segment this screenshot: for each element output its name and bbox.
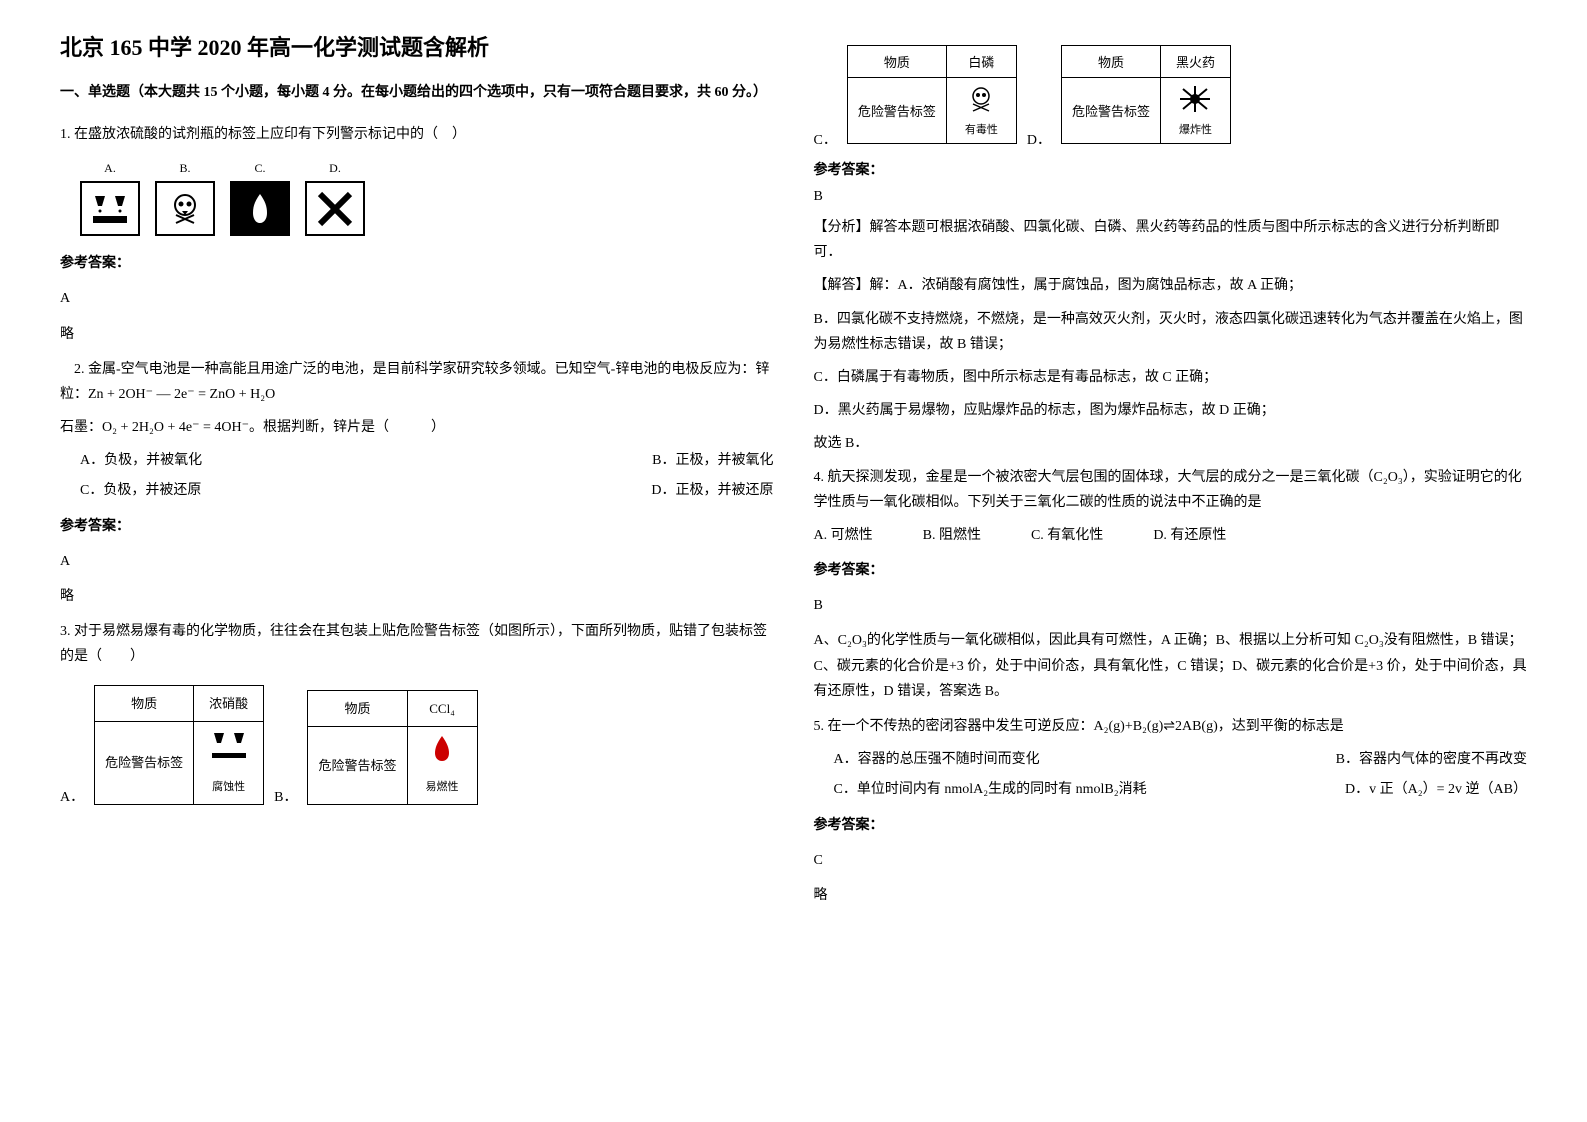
- q4-explanation: A、C₂O₃的化学性质与一氧化碳相似，因此具有可燃性，A 正确；B、根据以上分析…: [814, 628, 1528, 704]
- q5-note: 略: [814, 883, 1528, 908]
- q2-answer: A: [60, 549, 774, 574]
- q2-opt-c: C．负极，并被还原: [60, 483, 201, 498]
- q1-label-c: C.: [254, 158, 265, 180]
- q3-label-c: C．: [814, 129, 837, 149]
- skull-small-icon: 有毒性: [946, 78, 1016, 144]
- q5-opt-b: B．容器内气体的密度不再改变: [1336, 747, 1527, 772]
- b-label-text: 易燃性: [418, 778, 467, 798]
- q1-label-a: A.: [104, 158, 116, 180]
- cell-d-name: 黑火药: [1161, 46, 1231, 78]
- cell-a-name: 浓硝酸: [194, 685, 264, 721]
- q3-label-d: D．: [1027, 129, 1051, 149]
- section-intro: 一、单选题（本大题共 15 个小题，每小题 4 分。在每小题给出的四个选项中，只…: [60, 82, 774, 104]
- cell-substance: 物质: [95, 685, 194, 721]
- explosion-small-icon: 爆炸性: [1161, 78, 1231, 144]
- cell-c-name: 白磷: [946, 46, 1016, 78]
- q1-label-b: B.: [179, 158, 190, 180]
- flame-dark-icon: [230, 181, 290, 236]
- q5-answer: C: [814, 848, 1528, 873]
- q1-label-d: D.: [329, 158, 341, 180]
- q1-answer: A: [60, 286, 774, 311]
- right-column: C． 物质白磷 危险警告标签有毒性 D． 物质黑火药 危险警告标签爆炸性 参考答…: [794, 30, 1548, 1092]
- q3-table-a: 物质浓硝酸 危险警告标签腐蚀性: [94, 685, 264, 805]
- page-title: 北京 165 中学 2020 年高一化学测试题含解析: [60, 30, 774, 62]
- q4-answer-label: 参考答案：: [814, 558, 1528, 583]
- q5-answer-label: 参考答案：: [814, 813, 1528, 838]
- question-4: 4. 航天探测发现，金星是一个被浓密大气层包围的固体球，大气层的成分之一是三氧化…: [814, 465, 1528, 705]
- q4-options: A. 可燃性 B. 阻燃性 C. 有氧化性 D. 有还原性: [814, 523, 1528, 548]
- q1-option-d: D.: [305, 158, 365, 237]
- cross-icon: [305, 181, 365, 236]
- cell-warning-b: 危险警告标签: [308, 727, 407, 805]
- q4-opt-c: C. 有氧化性: [1031, 523, 1103, 548]
- left-column: 北京 165 中学 2020 年高一化学测试题含解析 一、单选题（本大题共 15…: [40, 30, 794, 1092]
- q1-note: 略: [60, 322, 774, 347]
- q3-sol-b: B．四氯化碳不支持燃烧，不燃烧，是一种高效灭火剂，灭火时，液态四氯化碳迅速转化为…: [814, 307, 1528, 357]
- corrosive-small-icon: 腐蚀性: [194, 722, 264, 805]
- q5-row1: A．容器的总压强不随时间而变化 B．容器内气体的密度不再改变: [814, 747, 1528, 772]
- c-label-text: 有毒性: [957, 121, 1006, 137]
- q5-opt-c: C．单位时间内有 nmolA₂生成的同时有 nmolB₂消耗: [814, 782, 1147, 797]
- q4-text: 4. 航天探测发现，金星是一个被浓密大气层包围的固体球，大气层的成分之一是三氧化…: [814, 465, 1528, 515]
- q1-answer-label: 参考答案：: [60, 251, 774, 276]
- d-label-text: 爆炸性: [1171, 121, 1220, 137]
- cell-substance-c: 物质: [847, 46, 946, 78]
- q2-text2: 石墨：O₂ + 2H₂O + 4e⁻ = 4OH⁻。根据判断，锌片是（ ）: [60, 415, 774, 440]
- q3-answer-label: 参考答案：: [814, 159, 1528, 179]
- q3-label-a: A．: [60, 785, 84, 810]
- question-3: 3. 对于易燃易爆有毒的化学物质，往往会在其包装上贴危险警告标签（如图所示），下…: [60, 619, 774, 810]
- q2-row2: C．负极，并被还原 D．正极，并被还原: [60, 478, 774, 503]
- question-2: 2. 金属-空气电池是一种高能且用途广泛的电池，是目前科学家研究较多领域。已知空…: [60, 357, 774, 610]
- q4-answer: B: [814, 593, 1528, 618]
- q2-answer-label: 参考答案：: [60, 514, 774, 539]
- q3-label-b: B．: [274, 785, 297, 810]
- q3-sol-d: D．黑火药属于易爆物，应贴爆炸品的标志，图为爆炸品标志，故 D 正确；: [814, 398, 1528, 423]
- q2-opt-b: B．正极，并被氧化: [652, 448, 773, 473]
- q3-tables-ab: A． 物质浓硝酸 危险警告标签腐蚀性 B． 物质CCl₄ 危险警告标签易燃性: [60, 680, 774, 810]
- q2-text: 2. 金属-空气电池是一种高能且用途广泛的电池，是目前科学家研究较多领域。已知空…: [60, 357, 774, 407]
- q4-opt-d: D. 有还原性: [1153, 523, 1226, 548]
- q2-note: 略: [60, 584, 774, 609]
- q3-tables-cd: C． 物质白磷 危险警告标签有毒性 D． 物质黑火药 危险警告标签爆炸性: [814, 40, 1528, 149]
- q3-solution: 【解答】解：A．浓硝酸有腐蚀性，属于腐蚀品，图为腐蚀品标志，故 A 正确；: [814, 273, 1528, 298]
- q1-option-b: B.: [155, 158, 215, 237]
- cell-substance-d: 物质: [1061, 46, 1160, 78]
- q1-options-images: A. B. C. D.: [80, 158, 774, 237]
- q3-analysis: 【分析】解答本题可根据浓硝酸、四氯化碳、白磷、黑火药等药品的性质与图中所示标志的…: [814, 215, 1528, 265]
- cell-warning-c: 危险警告标签: [847, 78, 946, 144]
- q3-table-c: 物质白磷 危险警告标签有毒性: [847, 45, 1017, 144]
- q3-table-d: 物质黑火药 危险警告标签爆炸性: [1061, 45, 1231, 144]
- question-1: 1. 在盛放浓硫酸的试剂瓶的标签上应印有下列警示标记中的（ ） A. B. C.: [60, 122, 774, 346]
- corrosive-icon: [80, 181, 140, 236]
- q5-opt-d: D．v 正（A₂）= 2v 逆（AB）: [1345, 777, 1527, 802]
- q5-opt-a: A．容器的总压强不随时间而变化: [814, 752, 1040, 767]
- q3-sol-c: C．白磷属于有毒物质，图中所示标志是有毒品标志，故 C 正确；: [814, 365, 1528, 390]
- q1-text: 1. 在盛放浓硫酸的试剂瓶的标签上应印有下列警示标记中的（ ）: [60, 122, 774, 147]
- question-5: 5. 在一个不传热的密闭容器中发生可逆反应：A₂(g)+B₂(g)⇌2AB(g)…: [814, 714, 1528, 908]
- q2-opt-d: D．正极，并被还原: [651, 478, 773, 503]
- q5-row2: C．单位时间内有 nmolA₂生成的同时有 nmolB₂消耗 D．v 正（A₂）…: [814, 777, 1528, 802]
- q5-text: 5. 在一个不传热的密闭容器中发生可逆反应：A₂(g)+B₂(g)⇌2AB(g)…: [814, 714, 1528, 739]
- q1-option-c: C.: [230, 158, 290, 237]
- a-label-text: 腐蚀性: [204, 778, 253, 798]
- q3-answer: B: [814, 189, 1528, 205]
- cell-warning-d: 危险警告标签: [1061, 78, 1160, 144]
- skull-icon: [155, 181, 215, 236]
- q4-opt-b: B. 阻燃性: [923, 523, 981, 548]
- q3-text: 3. 对于易燃易爆有毒的化学物质，往往会在其包装上贴危险警告标签（如图所示），下…: [60, 619, 774, 669]
- q3-table-b: 物质CCl₄ 危险警告标签易燃性: [307, 690, 477, 805]
- cell-b-name: CCl₄: [407, 690, 477, 726]
- q4-opt-a: A. 可燃性: [814, 523, 873, 548]
- q2-row1: A．负极，并被氧化 B．正极，并被氧化: [60, 448, 774, 473]
- cell-substance-b: 物质: [308, 690, 407, 726]
- q1-option-a: A.: [80, 158, 140, 237]
- q2-opt-a: A．负极，并被氧化: [60, 453, 202, 468]
- flame-small-icon: 易燃性: [407, 727, 477, 805]
- cell-warning: 危险警告标签: [95, 722, 194, 805]
- q3-conclusion: 故选 B．: [814, 431, 1528, 456]
